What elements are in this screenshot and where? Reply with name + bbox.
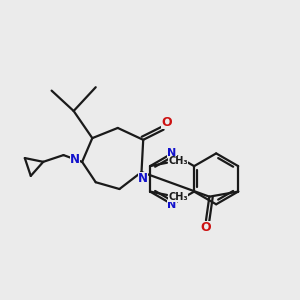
Text: CH₃: CH₃ [168,192,188,202]
Text: O: O [201,221,211,234]
Text: N: N [70,153,80,166]
Text: N: N [138,172,148,185]
Text: CH₃: CH₃ [168,156,188,166]
Text: N: N [167,200,177,210]
Text: O: O [161,116,172,129]
Text: N: N [167,148,177,158]
